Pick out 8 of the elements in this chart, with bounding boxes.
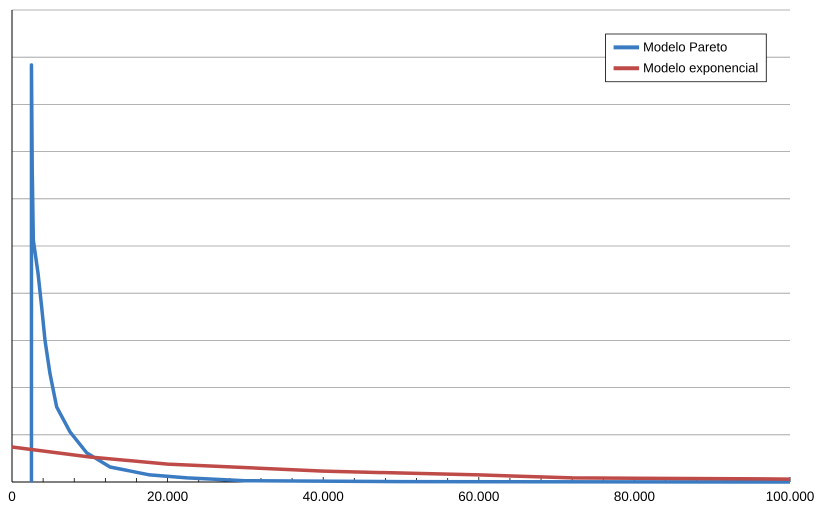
x-tick-label: 80.000	[614, 492, 654, 502]
x-tick-label: 100.000	[766, 492, 814, 502]
x-tick-label: 0	[8, 492, 16, 502]
x-tick-label: 60.000	[458, 492, 499, 502]
x-tick-label: 40.000	[302, 492, 344, 502]
legend-label: Modelo Pareto	[644, 42, 727, 52]
legend-label: Modelo exponencial	[644, 62, 758, 75]
x-tick-label: 20.000	[148, 492, 188, 502]
